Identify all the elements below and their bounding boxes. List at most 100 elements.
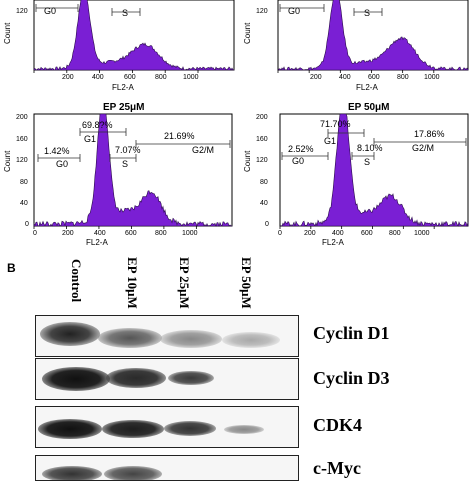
x-tick: 0 — [278, 230, 282, 237]
blot-band — [160, 330, 222, 348]
blot-band — [164, 421, 216, 436]
x-axis-label: FL2-A — [322, 238, 344, 247]
histogram-panel-2: Count 120 G0 S 200 400 600 800 1000 FL2-… — [240, 0, 474, 95]
gate-label-g1: G1 — [324, 136, 337, 146]
gate-label-s: S — [122, 8, 129, 18]
x-tick: 1000 — [183, 74, 199, 81]
histogram-plot-1 — [0, 0, 235, 73]
x-tick: 800 — [155, 230, 167, 237]
western-blot-panel: B Control EP 10μM EP 25μM EP 50μM Cyclin… — [0, 255, 474, 481]
x-axis-label: FL2-A — [356, 83, 378, 92]
gate-label-g0: G0 — [288, 6, 301, 16]
histogram-panel-3: EP 25μM Count 200 160 120 80 40 0 1.42% … — [0, 100, 240, 250]
blot-band — [40, 322, 100, 346]
gate-label-g0: G0 — [44, 6, 57, 16]
x-tick: 600 — [361, 230, 373, 237]
y-axis-label: Count — [243, 150, 252, 172]
gate-value-g2m: 21.69% — [164, 131, 195, 141]
gate-label-g2m: G2/M — [192, 145, 215, 155]
blot-band — [38, 419, 102, 439]
plot-margin — [240, 0, 277, 72]
gate-label-s: S — [364, 157, 371, 167]
y-tick: 0 — [25, 221, 29, 228]
x-tick: 400 — [94, 230, 106, 237]
lane-label-ep25: EP 25μM — [177, 257, 192, 309]
x-tick: 200 — [62, 230, 74, 237]
x-tick: 1000 — [414, 230, 430, 237]
gate-label-s: S — [364, 8, 371, 18]
x-tick: 400 — [332, 230, 344, 237]
y-tick: 120 — [256, 157, 268, 164]
y-axis-label: Count — [3, 22, 12, 44]
y-axis-label: Count — [3, 150, 12, 172]
lane-label-control: Control — [69, 259, 84, 303]
histogram-plot-4 — [279, 113, 469, 229]
blot-band — [168, 371, 214, 385]
gate-label-g2m: G2/M — [412, 143, 435, 153]
gate-label-g0: G0 — [292, 156, 305, 166]
blot-strip-cyclin-d3 — [35, 358, 299, 400]
gate-value-g1: 69.8?% — [82, 120, 113, 130]
blot-strip-c-myc — [35, 455, 299, 481]
x-tick: 1000 — [182, 230, 198, 237]
y-tick: 0 — [265, 221, 269, 228]
x-tick: 800 — [397, 74, 409, 81]
x-tick: 1000 — [424, 74, 440, 81]
x-tick: 600 — [124, 74, 136, 81]
histogram-distribution — [33, 113, 233, 228]
y-tick: 200 — [256, 114, 268, 121]
x-tick: 400 — [339, 74, 351, 81]
panel-label-b: B — [7, 261, 16, 275]
protein-label-c-myc: c-Myc — [313, 458, 361, 478]
y-tick: 40 — [20, 200, 28, 207]
blot-band — [102, 420, 164, 438]
x-axis-label: FL2-A — [112, 83, 134, 92]
y-tick: 80 — [260, 179, 268, 186]
plot-margin — [0, 0, 33, 72]
y-tick: 160 — [16, 136, 28, 143]
x-tick: 800 — [389, 230, 401, 237]
blot-band — [106, 368, 166, 388]
blot-strip-cyclin-d1 — [35, 315, 299, 357]
gate-label-s: S — [122, 159, 129, 169]
protein-label-cdk4: CDK4 — [313, 415, 362, 435]
x-tick: 200 — [62, 74, 74, 81]
x-tick: 800 — [155, 74, 167, 81]
histogram-distribution — [277, 0, 469, 71]
gate-value-s: 8.10% — [357, 143, 383, 153]
histogram-panel-4: EP 50μM Count 200 160 120 80 40 0 2.52% … — [240, 100, 474, 250]
y-tick: 160 — [256, 136, 268, 143]
y-tick: 120 — [16, 8, 28, 15]
x-tick: 200 — [310, 74, 322, 81]
x-tick: 600 — [368, 74, 380, 81]
x-tick: 0 — [33, 230, 37, 237]
gate-value-g0: 2.52% — [288, 144, 314, 154]
panel-title: EP 25μM — [103, 102, 145, 113]
lane-label-ep50: EP 50μM — [239, 257, 254, 309]
gate-label-g1: G1 — [84, 134, 97, 144]
histogram-plot-2 — [240, 0, 469, 73]
y-tick: 120 — [256, 8, 268, 15]
y-tick: 120 — [16, 157, 28, 164]
y-tick: 40 — [260, 200, 268, 207]
gate-value-g0: 1.42% — [44, 146, 70, 156]
blot-band — [98, 328, 162, 348]
x-tick: 400 — [92, 74, 104, 81]
gate-label-g0: G0 — [56, 159, 69, 169]
gate-value-s: 7.07% — [115, 145, 141, 155]
blot-band — [42, 367, 110, 391]
panel-title: EP 50μM — [348, 102, 390, 113]
histogram-distribution — [33, 0, 235, 71]
lane-label-ep10: EP 10μM — [125, 257, 140, 309]
y-tick: 80 — [20, 179, 28, 186]
protein-label-cyclin-d3: Cyclin D3 — [313, 368, 390, 388]
x-axis-label: FL2-A — [86, 238, 108, 247]
blot-strip-cdk4 — [35, 406, 299, 448]
y-tick: 200 — [16, 114, 28, 121]
blot-band — [222, 332, 280, 348]
gate-value-g1: 71.70% — [320, 119, 351, 129]
x-tick: 600 — [125, 230, 137, 237]
protein-label-cyclin-d1: Cyclin D1 — [313, 323, 390, 343]
histogram-plot-3 — [33, 113, 233, 229]
x-tick: 200 — [304, 230, 316, 237]
